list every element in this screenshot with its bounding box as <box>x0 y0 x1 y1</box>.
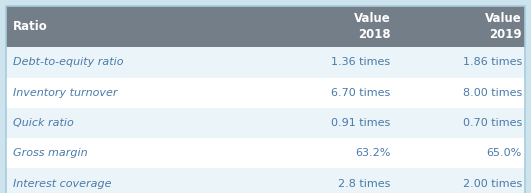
Text: Interest coverage: Interest coverage <box>13 179 111 189</box>
Text: Quick ratio: Quick ratio <box>13 118 73 128</box>
Text: 65.0%: 65.0% <box>487 148 522 158</box>
Bar <box>6 168 525 193</box>
Bar <box>6 138 525 168</box>
Text: 8.00 times: 8.00 times <box>463 88 522 98</box>
Text: Value
2019: Value 2019 <box>485 12 522 41</box>
Text: 2.00 times: 2.00 times <box>463 179 522 189</box>
Text: 63.2%: 63.2% <box>355 148 390 158</box>
Text: 0.91 times: 0.91 times <box>331 118 390 128</box>
Text: 1.36 times: 1.36 times <box>331 58 390 67</box>
Text: 0.70 times: 0.70 times <box>463 118 522 128</box>
Text: Inventory turnover: Inventory turnover <box>13 88 117 98</box>
Text: 6.70 times: 6.70 times <box>331 88 390 98</box>
Bar <box>6 108 525 138</box>
Text: Debt-to-equity ratio: Debt-to-equity ratio <box>13 58 123 67</box>
Bar <box>6 6 525 47</box>
Text: 1.86 times: 1.86 times <box>463 58 522 67</box>
Text: Value
2018: Value 2018 <box>354 12 390 41</box>
Text: Gross margin: Gross margin <box>13 148 88 158</box>
Bar <box>6 78 525 108</box>
Bar <box>6 47 525 78</box>
Text: 2.8 times: 2.8 times <box>338 179 390 189</box>
Text: Ratio: Ratio <box>13 20 47 33</box>
